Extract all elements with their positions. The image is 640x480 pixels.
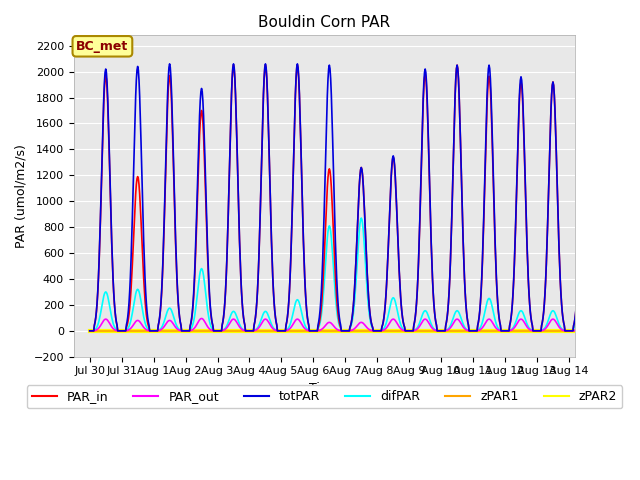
Legend: PAR_in, PAR_out, totPAR, difPAR, zPAR1, zPAR2: PAR_in, PAR_out, totPAR, difPAR, zPAR1, … (27, 385, 622, 408)
Title: Bouldin Corn PAR: Bouldin Corn PAR (259, 15, 390, 30)
Y-axis label: PAR (umol/m2/s): PAR (umol/m2/s) (15, 144, 28, 248)
X-axis label: Time: Time (309, 382, 340, 395)
Text: BC_met: BC_met (76, 40, 129, 53)
